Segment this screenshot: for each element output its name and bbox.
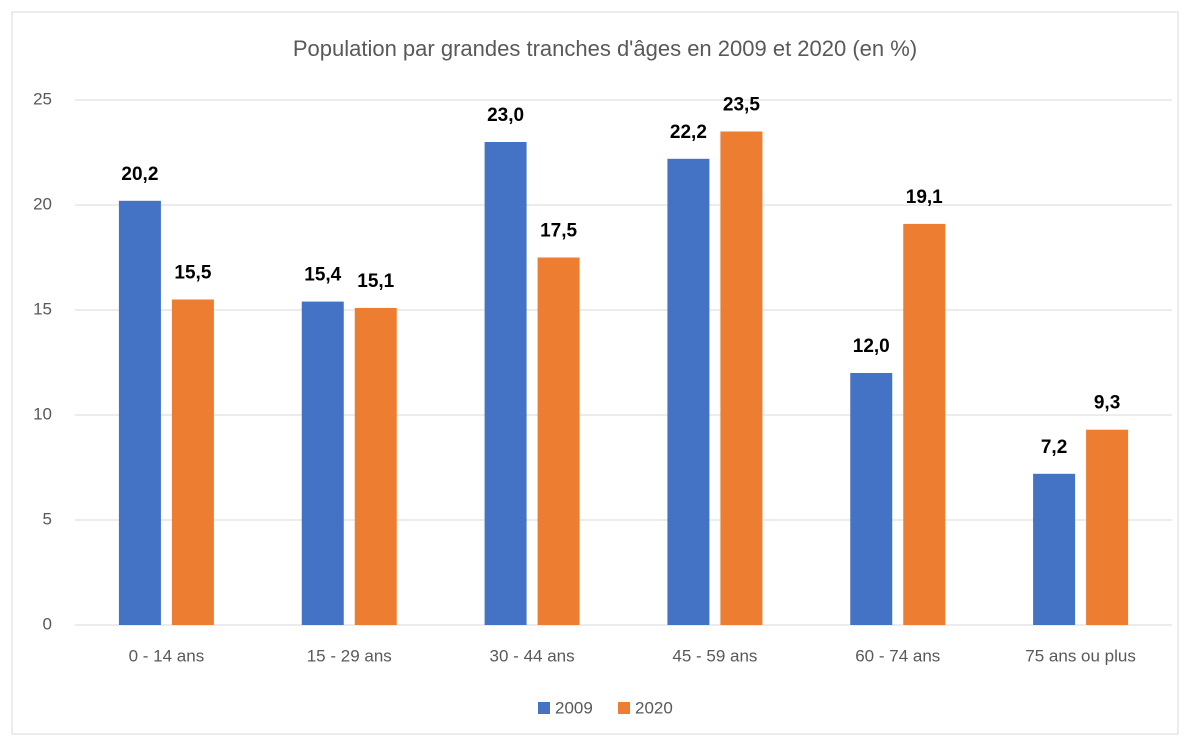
y-tick-label: 5 xyxy=(43,509,52,528)
bar xyxy=(118,200,161,626)
bar xyxy=(354,307,397,625)
y-tick-label: 0 xyxy=(43,614,52,633)
value-label: 15,4 xyxy=(304,265,341,286)
bar xyxy=(484,142,527,625)
y-tick-label: 15 xyxy=(33,299,52,318)
x-tick-label: 0 - 14 ans xyxy=(129,646,205,665)
value-label: 7,2 xyxy=(1041,437,1067,458)
bar xyxy=(171,299,214,625)
value-label: 15,5 xyxy=(174,263,211,284)
bar xyxy=(1033,473,1076,625)
x-tick-label: 45 - 59 ans xyxy=(672,646,757,665)
x-tick-label: 75 ans ou plus xyxy=(1025,646,1136,665)
y-tick-label: 20 xyxy=(33,194,52,213)
bar xyxy=(720,131,763,625)
bar xyxy=(1086,429,1129,625)
value-label: 19,1 xyxy=(906,187,943,208)
legend-swatch xyxy=(538,702,550,714)
bar xyxy=(850,373,893,625)
y-tick-label: 25 xyxy=(33,89,52,108)
legend-label: 2009 xyxy=(555,698,593,717)
legend-label: 2020 xyxy=(635,698,673,717)
value-label: 12,0 xyxy=(853,336,890,357)
value-label: 17,5 xyxy=(540,221,577,242)
legend-swatch xyxy=(618,702,630,714)
bar xyxy=(903,223,946,625)
value-label: 15,1 xyxy=(357,271,394,292)
value-label: 23,5 xyxy=(723,95,760,116)
bar xyxy=(301,301,344,625)
bar xyxy=(537,257,580,625)
x-tick-label: 15 - 29 ans xyxy=(307,646,392,665)
chart-title: Population par grandes tranches d'âges e… xyxy=(293,36,917,61)
bar xyxy=(667,158,710,626)
x-tick-label: 30 - 44 ans xyxy=(490,646,575,665)
value-label: 20,2 xyxy=(121,164,158,185)
value-label: 23,0 xyxy=(487,105,524,126)
x-tick-label: 60 - 74 ans xyxy=(855,646,940,665)
value-label: 9,3 xyxy=(1094,393,1120,414)
y-tick-label: 10 xyxy=(33,404,52,423)
value-label: 22,2 xyxy=(670,122,707,143)
